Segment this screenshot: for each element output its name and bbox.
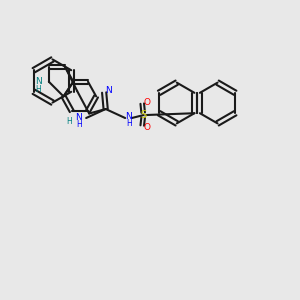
Text: N: N	[35, 77, 42, 86]
Text: H: H	[76, 120, 82, 129]
Text: N: N	[125, 112, 132, 121]
Text: H: H	[66, 116, 72, 125]
Text: N: N	[75, 113, 82, 122]
Text: H: H	[35, 85, 41, 94]
Text: O: O	[143, 98, 150, 106]
Text: O: O	[143, 122, 150, 131]
Text: S: S	[141, 110, 147, 120]
Text: N: N	[105, 85, 111, 94]
Text: H: H	[126, 119, 132, 128]
